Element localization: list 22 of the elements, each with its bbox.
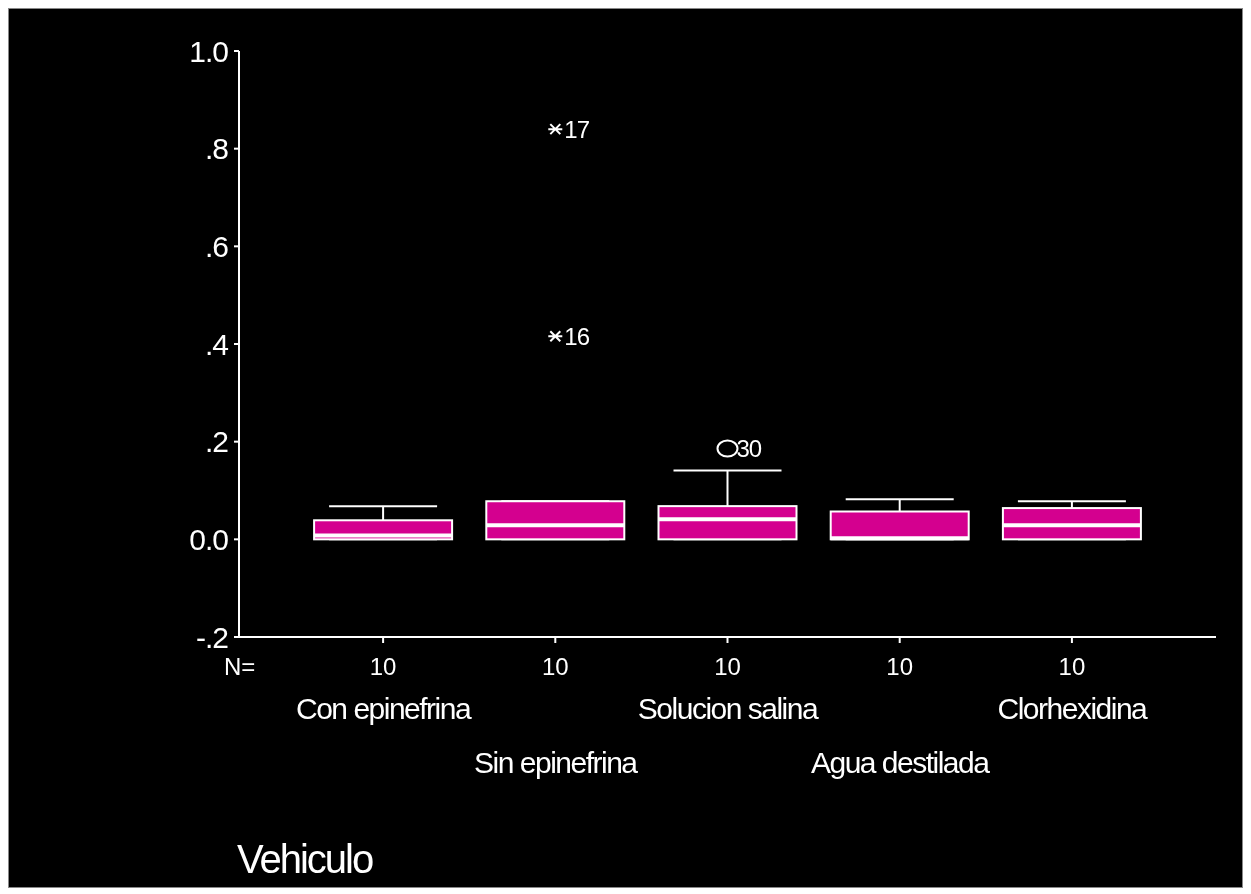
x-tick-label: Agua destilada bbox=[810, 746, 991, 779]
y-tick-label: .8 bbox=[204, 132, 229, 166]
y-tick-label: 0.0 bbox=[189, 522, 229, 556]
x-tick-label: Solucion salina bbox=[637, 692, 819, 725]
annotation: 16 bbox=[564, 322, 590, 350]
y-tick-label: .6 bbox=[204, 229, 229, 263]
annotation: 10 bbox=[714, 653, 741, 680]
annotation: 30 bbox=[736, 434, 762, 462]
text: N= bbox=[224, 653, 256, 681]
y-tick-label: .4 bbox=[204, 327, 229, 361]
y-tick-label: -.2 bbox=[195, 620, 229, 654]
annotation: 10 bbox=[1058, 653, 1086, 680]
x-tick-label: Con epinefrina bbox=[296, 692, 472, 725]
x-axis-title: Vehiculo bbox=[237, 837, 373, 882]
annotation: 17 bbox=[564, 115, 590, 143]
annotation: 10 bbox=[369, 653, 397, 680]
y-tick-label: 1.0 bbox=[189, 34, 229, 68]
annotation: 10 bbox=[541, 653, 569, 680]
annotation: 10 bbox=[886, 653, 914, 680]
y-tick-label: .2 bbox=[204, 425, 229, 459]
x-tick-label: Clorhexidina bbox=[997, 692, 1149, 725]
x-tick-label: Sin epinefrina bbox=[474, 746, 639, 779]
